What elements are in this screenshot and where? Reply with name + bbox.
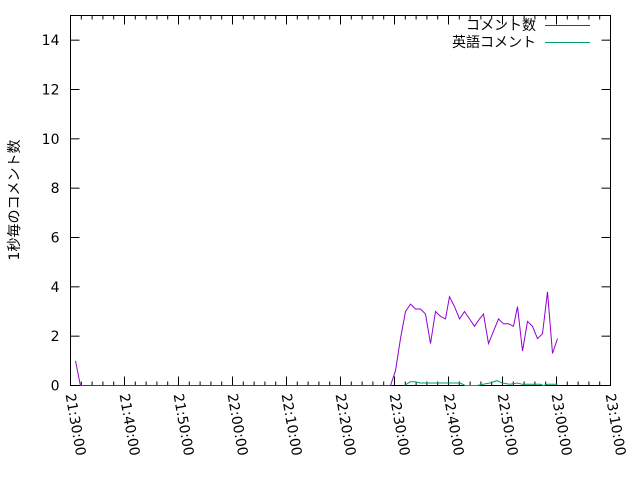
x-tick-label: 21:50:00	[170, 392, 197, 457]
x-tick-label: 22:10:00	[278, 392, 305, 457]
y-tick-label: 2	[51, 329, 60, 345]
x-tick-label: 21:40:00	[116, 392, 143, 457]
y-tick-label: 12	[42, 83, 60, 99]
y-tick-label: 4	[51, 280, 60, 296]
series-line-1	[404, 380, 558, 387]
y-tick-labels: 0 2 4 6 8 10 12 14	[42, 33, 60, 394]
y-tick-label: 10	[42, 132, 60, 148]
x-tick-label: 22:00:00	[224, 392, 251, 457]
y-tick-label: 14	[42, 33, 60, 49]
plot-frame	[70, 15, 611, 386]
y-tick-label: 8	[51, 181, 60, 197]
legend-label-0: コメント数	[466, 18, 536, 34]
x-tick-labels: 21:30:00 21:40:00 21:50:00 22:00:00 22:10:00…	[62, 392, 629, 457]
series-line-0	[75, 291, 558, 386]
x-tick-label: 22:40:00	[440, 392, 467, 457]
y-axis-label: 1秒毎のコメント数	[7, 140, 23, 261]
legend-label-1: 英語コメント	[452, 34, 536, 51]
series-lines	[75, 291, 558, 387]
x-tick-label: 21:30:00	[62, 392, 89, 457]
x-tick-label: 22:30:00	[386, 392, 413, 457]
legend: コメント数 英語コメント	[452, 18, 590, 51]
x-tick-label: 23:10:00	[602, 392, 629, 457]
axis-ticks	[70, 15, 611, 386]
x-tick-label: 23:00:00	[548, 392, 575, 457]
x-tick-label: 22:50:00	[494, 392, 521, 457]
y-tick-label: 6	[51, 231, 60, 247]
x-tick-label: 22:20:00	[332, 392, 359, 457]
y-tick-label: 0	[51, 379, 60, 395]
